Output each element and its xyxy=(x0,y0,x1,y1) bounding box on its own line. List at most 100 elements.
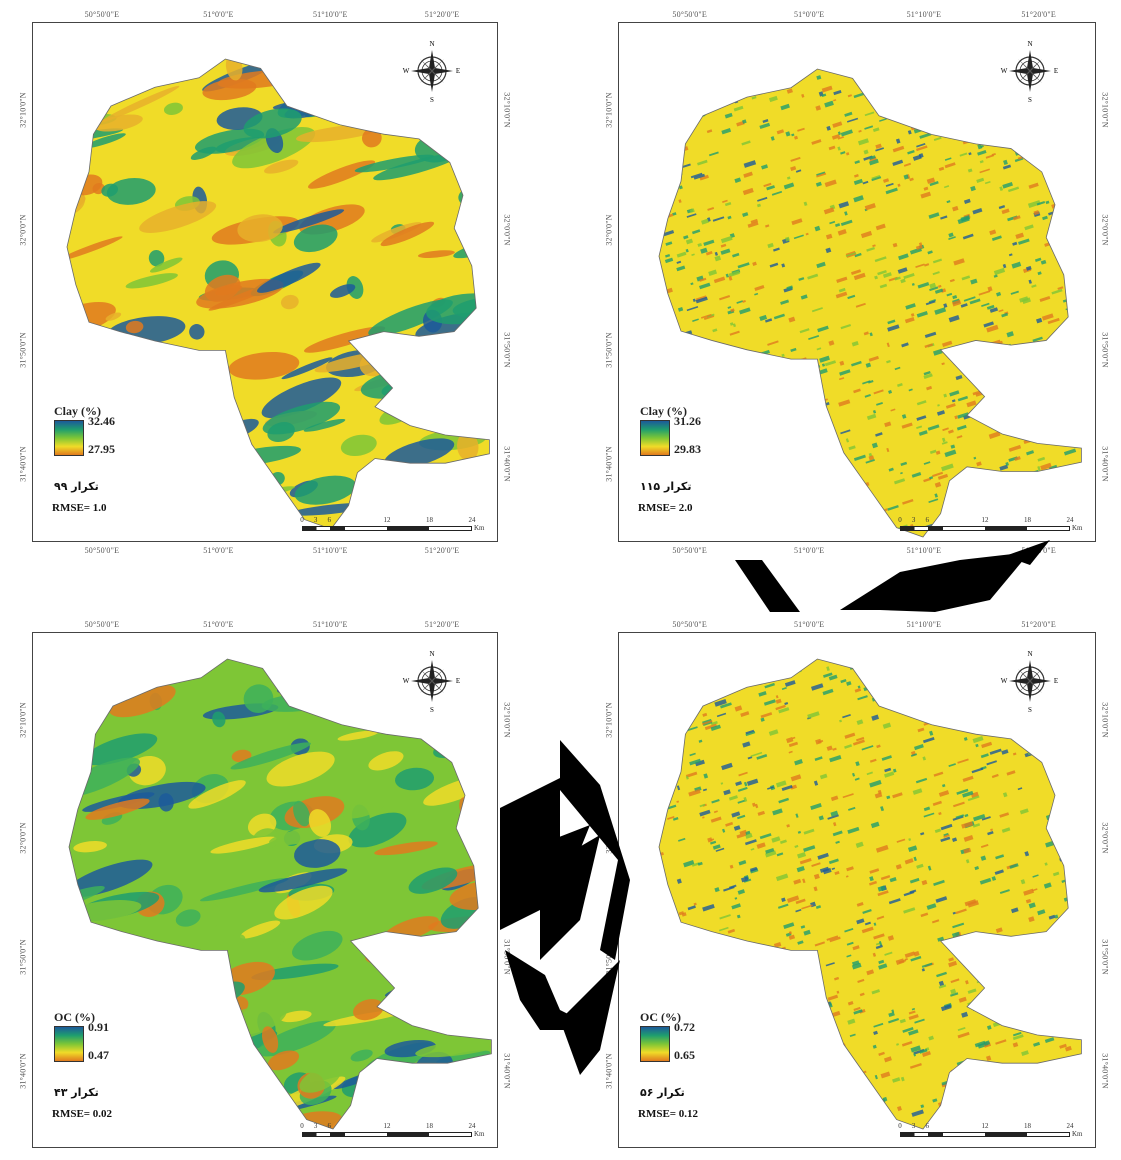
scale-tick: 0 xyxy=(300,1122,304,1130)
scale-unit: Km xyxy=(474,1130,485,1138)
longitude-label-top: 51°0'0"E xyxy=(793,620,825,629)
scale-tick: 6 xyxy=(327,516,331,524)
scale-tick: 6 xyxy=(925,516,929,524)
svg-text:S: S xyxy=(1028,706,1032,714)
longitude-label-bottom: 51°0'0"E xyxy=(793,546,825,555)
north-arrow-icon: N S W E xyxy=(1000,38,1058,108)
longitude-label-bottom: 50°50'0"E xyxy=(84,546,120,555)
longitude-label-top: 51°10'0"E xyxy=(312,620,348,629)
svg-text:E: E xyxy=(456,677,460,685)
legend-max-value: 0.72 xyxy=(674,1020,695,1034)
svg-text:N: N xyxy=(1027,650,1032,658)
legend-min-value: 29.83 xyxy=(674,442,701,456)
scale-tick: 18 xyxy=(426,1122,433,1130)
map-panel-oc-43: 50°50'0"E 51°0'0"E 51°10'0"E 51°20'0"E 32°10… xyxy=(4,618,552,1160)
map-frame xyxy=(618,632,1096,1148)
svg-text:W: W xyxy=(1001,677,1008,685)
north-arrow-icon: N S W E xyxy=(402,38,460,108)
scale-tick: 12 xyxy=(383,516,391,524)
scale-tick: 3 xyxy=(911,516,916,524)
svg-text:N: N xyxy=(429,40,434,48)
scale-tick: 12 xyxy=(981,516,989,524)
scale-tick: 12 xyxy=(981,1122,989,1130)
map-frame xyxy=(32,632,498,1148)
scale-tick: 0 xyxy=(898,516,902,524)
scale-bar-graphic xyxy=(302,1132,472,1137)
longitude-label-bottom: 51°10'0"E xyxy=(312,546,348,555)
scale-tick: 24 xyxy=(468,1122,476,1130)
rmse-label: RMSE= 0.12 xyxy=(638,1108,699,1120)
longitude-label-top: 51°10'0"E xyxy=(906,620,942,629)
svg-text:E: E xyxy=(1054,67,1058,75)
longitude-label-top: 51°0'0"E xyxy=(793,10,825,19)
svg-text:S: S xyxy=(1028,96,1032,104)
iteration-label: تکرار ۵۶ xyxy=(640,1086,685,1099)
map-panel-clay-115: 50°50'0"E 51°0'0"E 51°10'0"E 51°20'0"E 50°50… xyxy=(590,4,1118,572)
legend-color-ramp xyxy=(54,1026,84,1062)
svg-text:W: W xyxy=(403,677,410,685)
map-legend: OC (%) 0.72 0.65 xyxy=(640,1010,695,1062)
scale-unit: Km xyxy=(474,524,485,532)
map-legend: Clay (%) 31.26 29.83 xyxy=(640,404,701,456)
scale-tick: 3 xyxy=(911,1122,916,1130)
scale-unit: Km xyxy=(1072,1130,1083,1138)
scale-bar-graphic xyxy=(900,1132,1070,1137)
soil-map xyxy=(68,658,492,1130)
iteration-label: تکرار ۴۳ xyxy=(54,1086,99,1099)
legend-min-value: 0.47 xyxy=(88,1048,109,1062)
map-legend: OC (%) 0.91 0.47 xyxy=(54,1010,109,1062)
scale-tick: 0 xyxy=(300,516,304,524)
svg-text:E: E xyxy=(1054,677,1058,685)
longitude-label-top: 51°10'0"E xyxy=(312,10,348,19)
scale-tick: 3 xyxy=(313,516,318,524)
map-panel-clay-99: 50°50'0"E 51°0'0"E 51°10'0"E 51°20'0"E 50°50… xyxy=(4,4,552,572)
scale-tick: 18 xyxy=(1024,1122,1031,1130)
svg-text:W: W xyxy=(403,67,410,75)
longitude-label-top: 51°0'0"E xyxy=(203,10,234,19)
iteration-label: تکرار ۹۹ xyxy=(54,480,99,493)
legend-title: OC (%) xyxy=(54,1010,95,1024)
svg-text:W: W xyxy=(1001,67,1008,75)
longitude-label-top: 51°20'0"E xyxy=(424,620,460,629)
scale-tick: 12 xyxy=(383,1122,391,1130)
longitude-label-bottom: 51°0'0"E xyxy=(203,546,234,555)
scale-tick: 24 xyxy=(1066,516,1074,524)
soil-map xyxy=(66,58,490,530)
rmse-label: RMSE= 2.0 xyxy=(638,502,693,514)
scale-tick: 3 xyxy=(313,1122,318,1130)
longitude-label-top: 51°0'0"E xyxy=(203,620,234,629)
rmse-label: RMSE= 1.0 xyxy=(52,502,107,514)
legend-title: Clay (%) xyxy=(54,404,101,418)
scale-tick: 18 xyxy=(1024,516,1031,524)
north-arrow-icon: N S W E xyxy=(402,648,460,718)
legend-max-value: 32.46 xyxy=(88,414,115,428)
legend-color-ramp xyxy=(640,1026,670,1062)
scale-tick: 0 xyxy=(898,1122,902,1130)
longitude-label-bottom: 51°20'0"E xyxy=(424,546,460,555)
scale-tick: 18 xyxy=(426,516,433,524)
soil-map xyxy=(658,68,1082,538)
map-frame xyxy=(32,22,498,542)
legend-min-value: 0.65 xyxy=(674,1048,695,1062)
longitude-label-top: 51°20'0"E xyxy=(424,10,460,19)
legend-max-value: 31.26 xyxy=(674,414,701,428)
longitude-label-top: 51°20'0"E xyxy=(1021,10,1056,19)
scale-tick: 6 xyxy=(925,1122,929,1130)
map-legend: Clay (%) 32.46 27.95 xyxy=(54,404,115,456)
legend-color-ramp xyxy=(640,420,670,456)
svg-text:E: E xyxy=(456,67,460,75)
svg-text:N: N xyxy=(1027,40,1032,48)
legend-title: OC (%) xyxy=(640,1010,681,1024)
rmse-label: RMSE= 0.02 xyxy=(52,1108,113,1120)
legend-max-value: 0.91 xyxy=(88,1020,109,1034)
scale-bar-graphic xyxy=(302,526,472,531)
north-arrow-icon: N S W E xyxy=(1000,648,1058,718)
iteration-label: تکرار ۱۱۵ xyxy=(640,480,692,493)
scale-tick: 6 xyxy=(327,1122,331,1130)
longitude-label-top: 50°50'0"E xyxy=(84,10,120,19)
longitude-label-bottom: 51°10'0"E xyxy=(906,546,942,555)
longitude-label-top: 50°50'0"E xyxy=(672,10,707,19)
longitude-label-bottom: 50°50'0"E xyxy=(672,546,707,555)
svg-text:N: N xyxy=(429,650,434,658)
map-frame xyxy=(618,22,1096,542)
